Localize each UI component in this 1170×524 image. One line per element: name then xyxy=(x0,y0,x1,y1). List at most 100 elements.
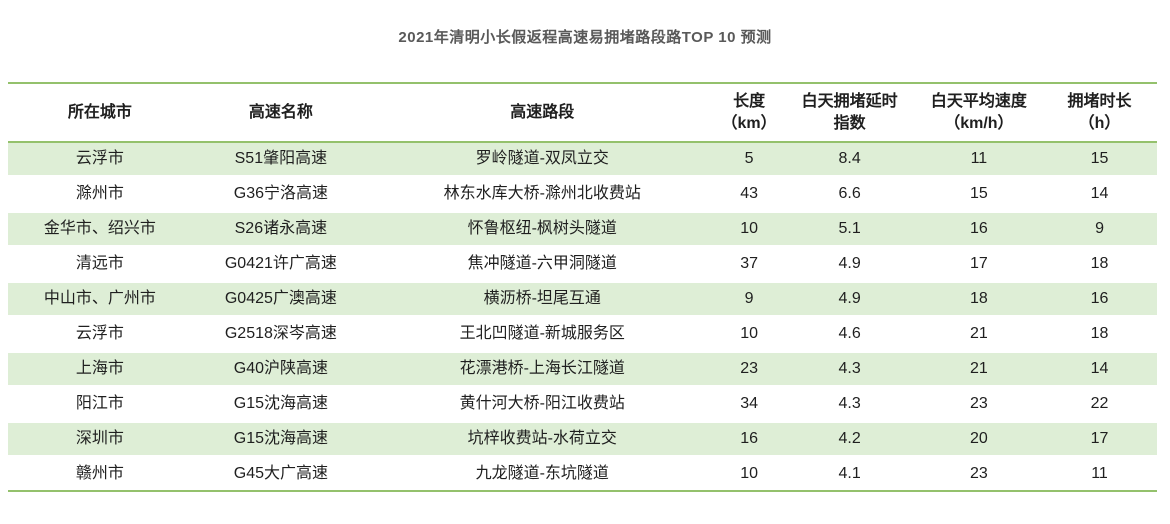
table-row: 上海市 G40沪陕高速 花漂港桥-上海长江隧道 23 4.3 21 14 xyxy=(8,353,1157,388)
cell-duration: 9 xyxy=(1042,213,1157,248)
table-row: 云浮市 S51肇阳高速 罗岭隧道-双凤立交 5 8.4 11 15 xyxy=(8,143,1157,178)
cell-highway: G36宁洛高速 xyxy=(191,178,370,213)
cell-highway: G0425广澳高速 xyxy=(191,283,370,318)
header-cell-highway: 高速名称 xyxy=(191,82,370,143)
cell-city: 滁州市 xyxy=(8,178,192,213)
header-label-line2: 指数 xyxy=(833,114,866,132)
table-row: 清远市 G0421许广高速 焦冲隧道-六甲洞隧道 37 4.9 17 18 xyxy=(8,248,1157,283)
table-row: 赣州市 G45大广高速 九龙隧道-东坑隧道 10 4.1 23 11 xyxy=(8,458,1157,492)
header-label-line1: 所在城市 xyxy=(67,103,132,121)
header-label-line1: 白天平均速度 xyxy=(930,92,1027,110)
cell-duration: 18 xyxy=(1042,318,1157,353)
cell-length: 10 xyxy=(714,213,784,248)
table-row: 滁州市 G36宁洛高速 林东水库大桥-滁州北收费站 43 6.6 15 14 xyxy=(8,178,1157,213)
cell-length: 37 xyxy=(714,248,784,283)
cell-delay-index: 4.9 xyxy=(783,283,916,318)
cell-city: 云浮市 xyxy=(8,143,192,178)
cell-city: 中山市、广州市 xyxy=(8,283,192,318)
cell-section: 王北凹隧道-新城服务区 xyxy=(369,318,715,353)
cell-length: 10 xyxy=(714,318,784,353)
cell-city: 阳江市 xyxy=(8,388,192,423)
cell-highway: G0421许广高速 xyxy=(191,248,370,283)
cell-length: 34 xyxy=(714,388,784,423)
cell-section: 黄什河大桥-阳江收费站 xyxy=(369,388,715,423)
cell-avg-speed: 21 xyxy=(915,353,1043,388)
cell-duration: 15 xyxy=(1042,143,1157,178)
cell-delay-index: 4.9 xyxy=(783,248,916,283)
table-row: 金华市、绍兴市 S26诸永高速 怀鲁枢纽-枫树头隧道 10 5.1 16 9 xyxy=(8,213,1157,248)
cell-city: 上海市 xyxy=(8,353,192,388)
header-label-line2: （km） xyxy=(721,114,777,132)
header-cell-avg-speed: 白天平均速度 （km/h） xyxy=(915,82,1043,143)
cell-delay-index: 6.6 xyxy=(783,178,916,213)
cell-delay-index: 5.1 xyxy=(783,213,916,248)
congestion-table-container: 所在城市 高速名称 高速路段 长度 （km） 白天拥堵延时 指数 白天平均速度 （km/h） 拥堵… xyxy=(8,82,1157,492)
cell-section: 横沥桥-坦尾互通 xyxy=(369,283,715,318)
cell-avg-speed: 15 xyxy=(915,178,1043,213)
cell-section: 花漂港桥-上海长江隧道 xyxy=(369,353,715,388)
cell-length: 9 xyxy=(714,283,784,318)
table-row: 云浮市 G2518深岑高速 王北凹隧道-新城服务区 10 4.6 21 18 xyxy=(8,318,1157,353)
cell-delay-index: 4.3 xyxy=(783,353,916,388)
cell-delay-index: 4.3 xyxy=(783,388,916,423)
congestion-table: 所在城市 高速名称 高速路段 长度 （km） 白天拥堵延时 指数 白天平均速度 （km/h） 拥堵… xyxy=(8,82,1157,492)
cell-city: 赣州市 xyxy=(8,458,192,492)
cell-length: 10 xyxy=(714,458,784,492)
cell-section: 林东水库大桥-滁州北收费站 xyxy=(369,178,715,213)
cell-duration: 14 xyxy=(1042,353,1157,388)
cell-section: 怀鲁枢纽-枫树头隧道 xyxy=(369,213,715,248)
cell-duration: 11 xyxy=(1042,458,1157,492)
header-cell-section: 高速路段 xyxy=(369,82,715,143)
header-label-line1: 长度 xyxy=(733,92,766,110)
cell-duration: 18 xyxy=(1042,248,1157,283)
cell-section: 焦冲隧道-六甲洞隧道 xyxy=(369,248,715,283)
cell-city: 金华市、绍兴市 xyxy=(8,213,192,248)
cell-section: 九龙隧道-东坑隧道 xyxy=(369,458,715,492)
table-body: 云浮市 S51肇阳高速 罗岭隧道-双凤立交 5 8.4 11 15 滁州市 G36宁洛高速 林东水… xyxy=(8,143,1157,492)
cell-avg-speed: 23 xyxy=(915,458,1043,492)
cell-highway: G45大广高速 xyxy=(191,458,370,492)
cell-avg-speed: 21 xyxy=(915,318,1043,353)
cell-section: 坑梓收费站-水荷立交 xyxy=(369,423,715,458)
cell-delay-index: 4.2 xyxy=(783,423,916,458)
cell-length: 16 xyxy=(714,423,784,458)
cell-duration: 22 xyxy=(1042,388,1157,423)
cell-delay-index: 4.1 xyxy=(783,458,916,492)
table-header-row: 所在城市 高速名称 高速路段 长度 （km） 白天拥堵延时 指数 白天平均速度 （km/h） 拥堵… xyxy=(8,82,1157,143)
header-cell-delay-index: 白天拥堵延时 指数 xyxy=(783,82,916,143)
header-cell-duration: 拥堵时长 （h） xyxy=(1042,82,1157,143)
cell-delay-index: 4.6 xyxy=(783,318,916,353)
cell-highway: S51肇阳高速 xyxy=(191,143,370,178)
table-row: 中山市、广州市 G0425广澳高速 横沥桥-坦尾互通 9 4.9 18 16 xyxy=(8,283,1157,318)
table-header: 所在城市 高速名称 高速路段 长度 （km） 白天拥堵延时 指数 白天平均速度 （km/h） 拥堵… xyxy=(8,82,1157,143)
cell-city: 云浮市 xyxy=(8,318,192,353)
cell-delay-index: 8.4 xyxy=(783,143,916,178)
cell-avg-speed: 16 xyxy=(915,213,1043,248)
cell-duration: 14 xyxy=(1042,178,1157,213)
cell-highway: G40沪陕高速 xyxy=(191,353,370,388)
cell-highway: G15沈海高速 xyxy=(191,423,370,458)
cell-length: 5 xyxy=(714,143,784,178)
header-label-line1: 白天拥堵延时 xyxy=(801,92,898,110)
header-label-line1: 高速路段 xyxy=(510,103,575,121)
cell-highway: G2518深岑高速 xyxy=(191,318,370,353)
cell-city: 清远市 xyxy=(8,248,192,283)
cell-avg-speed: 11 xyxy=(915,143,1043,178)
cell-section: 罗岭隧道-双凤立交 xyxy=(369,143,715,178)
header-label-line1: 拥堵时长 xyxy=(1067,92,1132,110)
cell-length: 23 xyxy=(714,353,784,388)
cell-highway: S26诸永高速 xyxy=(191,213,370,248)
cell-duration: 16 xyxy=(1042,283,1157,318)
cell-duration: 17 xyxy=(1042,423,1157,458)
cell-highway: G15沈海高速 xyxy=(191,388,370,423)
header-label-line2: （h） xyxy=(1078,114,1121,132)
cell-avg-speed: 20 xyxy=(915,423,1043,458)
table-row: 阳江市 G15沈海高速 黄什河大桥-阳江收费站 34 4.3 23 22 xyxy=(8,388,1157,423)
table-row: 深圳市 G15沈海高速 坑梓收费站-水荷立交 16 4.2 20 17 xyxy=(8,423,1157,458)
header-label-line1: 高速名称 xyxy=(248,103,313,121)
cell-avg-speed: 18 xyxy=(915,283,1043,318)
cell-avg-speed: 17 xyxy=(915,248,1043,283)
header-cell-length: 长度 （km） xyxy=(714,82,784,143)
header-cell-city: 所在城市 xyxy=(8,82,192,143)
cell-avg-speed: 23 xyxy=(915,388,1043,423)
